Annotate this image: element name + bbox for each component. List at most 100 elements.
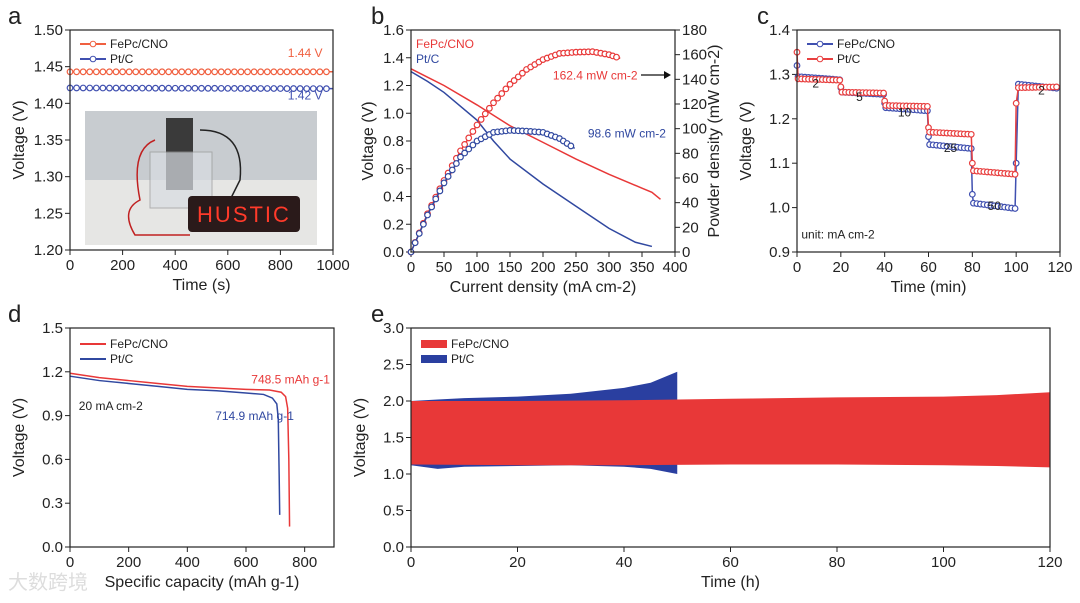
data-point — [132, 84, 140, 92]
y-tick-label: 0.0 — [42, 539, 63, 556]
x-axis-label: Specific capacity (mAh g-1) — [105, 574, 300, 591]
data-point — [184, 68, 192, 76]
x-tick-label: 400 — [662, 259, 687, 276]
data-point — [165, 84, 173, 92]
x-tick-label: 40 — [616, 554, 633, 571]
data-point — [465, 145, 473, 153]
y-tick-label: 1.40 — [34, 95, 63, 112]
x-axis-label: Time (s) — [172, 277, 230, 294]
data-point — [567, 142, 575, 150]
legend-label: FePc/CNO — [416, 37, 474, 51]
data-point — [461, 140, 469, 148]
annotation: 2 — [1038, 83, 1045, 97]
led-text: HUSTIC — [197, 202, 291, 227]
annotation: 25 — [944, 141, 958, 155]
data-point — [518, 69, 526, 77]
x-tick-label: 50 — [436, 259, 453, 276]
data-point — [125, 84, 133, 92]
data-point — [211, 68, 219, 76]
y-tick-label: 0.8 — [383, 133, 404, 150]
legend-label: Pt/C — [451, 352, 475, 366]
data-point — [79, 84, 87, 92]
data-point — [211, 84, 219, 92]
data-point — [158, 84, 166, 92]
data-point — [469, 128, 477, 135]
data-point — [277, 68, 284, 76]
data-point — [198, 84, 205, 92]
data-point — [112, 84, 120, 92]
y-tick-label: 1.2 — [42, 364, 63, 381]
data-point — [309, 68, 317, 76]
y-tick-label: 1.0 — [769, 200, 790, 217]
data-point — [184, 84, 192, 92]
y2-tick-label: 80 — [682, 145, 699, 162]
data-point — [119, 84, 126, 92]
data-point — [270, 85, 278, 92]
data-point — [1011, 170, 1019, 178]
data-point — [191, 84, 199, 92]
data-point — [419, 220, 427, 228]
y-tick-label: 1.4 — [383, 50, 404, 67]
x-tick-label: 20 — [832, 259, 849, 276]
series-line-ptc — [796, 52, 1061, 176]
y-tick-label: 1.35 — [34, 132, 63, 149]
x-tick-label: 200 — [110, 257, 135, 274]
plot-frame-c — [796, 29, 1061, 253]
series-line-fepccno — [410, 68, 661, 200]
x-tick-label: 200 — [116, 554, 141, 571]
data-point — [303, 68, 311, 76]
y-tick-label: 0.6 — [383, 161, 404, 178]
data-point — [613, 53, 620, 61]
x-tick-label: 80 — [964, 259, 981, 276]
x-tick-label: 40 — [876, 259, 893, 276]
data-point — [1053, 83, 1060, 91]
x-tick-label: 600 — [215, 257, 240, 274]
legend-label: FePc/CNO — [837, 37, 895, 51]
annotation: 2 — [812, 77, 819, 91]
y-axis-label: Voltage (V) — [352, 398, 369, 477]
data-point — [230, 84, 238, 92]
data-point — [290, 68, 297, 76]
y-axis-label: Voltage (V) — [11, 100, 28, 179]
y-tick-label: 1.5 — [42, 320, 63, 337]
y-tick-label: 1.0 — [383, 466, 404, 483]
data-point — [138, 68, 146, 76]
data-point — [296, 68, 304, 76]
data-point — [204, 84, 212, 92]
x-tick-label: 300 — [596, 259, 621, 276]
data-point — [481, 110, 489, 118]
data-point — [283, 85, 291, 92]
data-point — [277, 85, 284, 92]
data-point — [145, 68, 153, 76]
data-point — [506, 80, 514, 88]
plot-frame-d — [69, 327, 335, 548]
data-point — [440, 179, 448, 187]
data-point — [303, 85, 311, 92]
y-tick-label: 0.0 — [383, 244, 404, 261]
y-tick-label: 1.20 — [34, 242, 63, 259]
data-point — [461, 149, 469, 157]
x-tick-label: 0 — [66, 257, 74, 274]
data-point — [485, 104, 493, 112]
data-point — [1011, 205, 1019, 212]
legend-label: FePc/CNO — [110, 337, 168, 351]
y-tick-label: 1.45 — [34, 59, 63, 76]
annotation: 98.6 mW cm-2 — [588, 126, 666, 140]
y-tick-label: 0.9 — [42, 408, 63, 425]
data-point — [494, 94, 502, 102]
x-tick-label: 400 — [163, 257, 188, 274]
black-wire — [199, 129, 242, 201]
data-point — [283, 68, 291, 76]
data-point — [106, 68, 113, 76]
data-point — [465, 134, 473, 142]
panel-label-d: d — [8, 301, 21, 328]
panel-label-e: e — [371, 301, 384, 328]
data-point — [152, 84, 159, 92]
y-tick-label: 1.3 — [769, 66, 790, 83]
x-tick-label: 150 — [497, 259, 522, 276]
data-point — [92, 68, 100, 76]
data-point — [171, 68, 179, 76]
series-line-fepccno — [69, 372, 291, 527]
legend-swatch — [421, 355, 447, 363]
data-point — [836, 76, 844, 84]
